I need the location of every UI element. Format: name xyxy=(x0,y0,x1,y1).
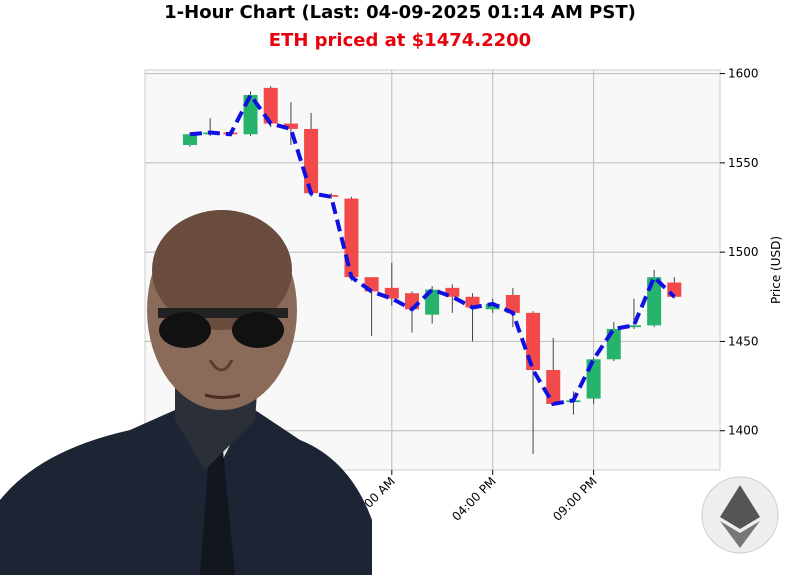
x-tick-label: 04:00 PM xyxy=(449,474,498,523)
y-tick-label: 1400 xyxy=(728,424,759,438)
eth-logo xyxy=(701,476,779,554)
candle-body xyxy=(626,325,641,328)
x-tick-label: 09:00 PM xyxy=(550,474,599,523)
candle-body xyxy=(324,195,339,197)
candle-body xyxy=(384,287,399,299)
chart-title: 1-Hour Chart (Last: 04-09-2025 01:14 AM … xyxy=(164,2,636,23)
chart-subtitle: ETH priced at $1474.2200 xyxy=(269,30,531,51)
close-line xyxy=(189,91,676,407)
avatar xyxy=(0,210,372,575)
candle-body xyxy=(304,128,319,194)
candle-body xyxy=(283,123,298,129)
y-tick-label: 1450 xyxy=(728,334,759,348)
y-tick-label: 1550 xyxy=(728,156,759,170)
candle-body xyxy=(505,295,520,313)
y-tick-label: 1500 xyxy=(728,245,759,259)
y-axis-label: Price (USD) xyxy=(769,236,783,304)
candle-body xyxy=(263,87,278,124)
candle-body xyxy=(485,303,500,310)
candle-body xyxy=(445,287,460,297)
y-tick-label: 1600 xyxy=(728,67,759,81)
candle-body xyxy=(546,370,561,404)
candle-body xyxy=(183,134,197,145)
candle-body xyxy=(425,289,440,315)
candle-body xyxy=(465,296,480,308)
